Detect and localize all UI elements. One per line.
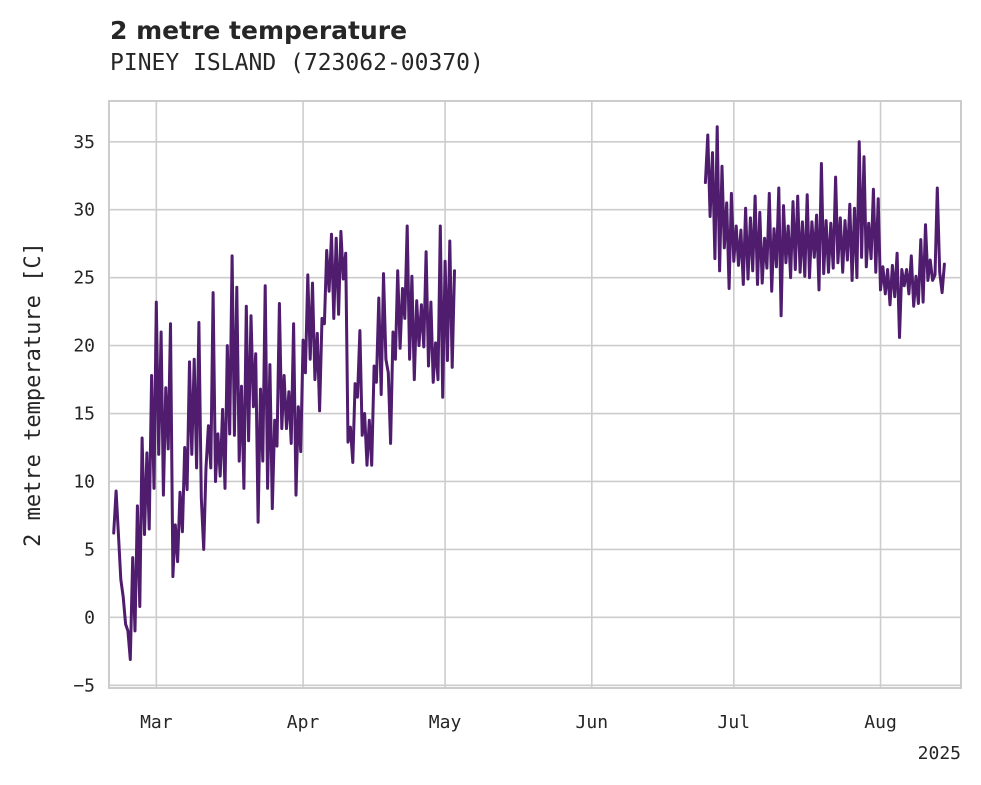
y-tick-label: 0 [84,607,95,628]
y-tick-label: 30 [73,200,95,221]
y-tick-label: 15 [73,404,95,425]
y-tick-label: 20 [73,336,95,357]
plot-frame [108,100,962,689]
x-tick-labels: Mar Apr May Jun Jul Aug [140,712,897,733]
y-tick-label: 25 [73,268,95,289]
x-tick-label: Apr [287,712,320,733]
y-tick-label: 10 [73,471,95,492]
x-tick-label: May [429,712,462,733]
y-tick-labels: −5 0 5 10 15 20 25 30 35 [73,132,95,697]
x-tick-label: Jun [576,712,609,733]
chart-title: 2 metre temperature [110,16,408,45]
y-tick-label: 5 [84,539,95,560]
temperature-series-line [703,125,946,339]
temperature-series-line [112,224,456,661]
series-group [112,125,946,661]
x-tick-label: Jul [718,712,751,733]
y-tick-label: −5 [73,675,95,696]
x-tick-label: Mar [140,712,173,733]
y-axis-label: 2 metre temperature [C] [21,242,46,547]
chart-subtitle: PINEY ISLAND (723062-00370) [110,50,484,76]
x-tick-label: Aug [864,712,897,733]
y-tick-label: 35 [73,132,95,153]
year-label: 2025 [918,743,961,764]
